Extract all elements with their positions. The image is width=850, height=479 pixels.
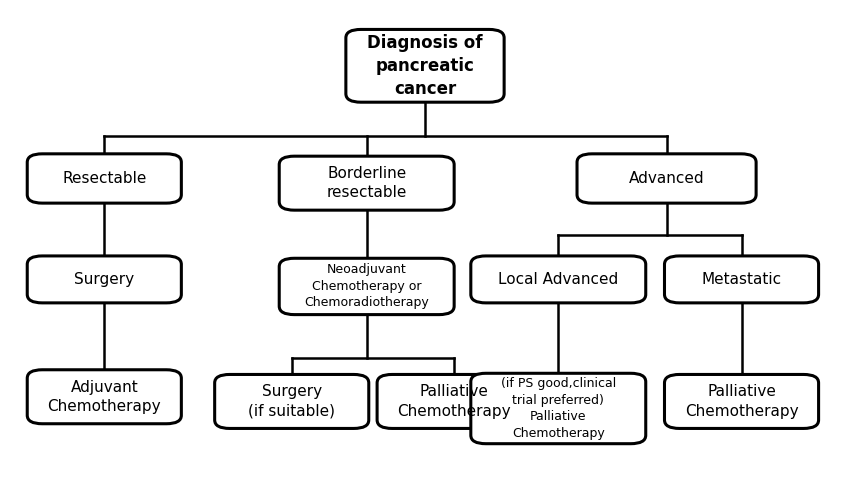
Text: Resectable: Resectable [62, 171, 146, 186]
Text: Surgery
(if suitable): Surgery (if suitable) [248, 384, 335, 419]
FancyBboxPatch shape [665, 375, 819, 428]
Text: Surgery: Surgery [74, 272, 134, 287]
Text: Advanced: Advanced [629, 171, 705, 186]
Text: Borderline
resectable: Borderline resectable [326, 166, 407, 200]
FancyBboxPatch shape [215, 375, 369, 428]
Text: (if PS good,clinical
trial preferred)
Palliative
Chemotherapy: (if PS good,clinical trial preferred) Pa… [501, 377, 616, 440]
FancyBboxPatch shape [346, 29, 504, 102]
FancyBboxPatch shape [471, 373, 646, 444]
Text: Diagnosis of
pancreatic
cancer: Diagnosis of pancreatic cancer [367, 34, 483, 98]
Text: Local Advanced: Local Advanced [498, 272, 619, 287]
FancyBboxPatch shape [471, 256, 646, 303]
FancyBboxPatch shape [27, 370, 181, 424]
Text: Neoadjuvant
Chemotherapy or
Chemoradiotherapy: Neoadjuvant Chemotherapy or Chemoradioth… [304, 263, 429, 309]
FancyBboxPatch shape [279, 156, 454, 210]
FancyBboxPatch shape [27, 256, 181, 303]
FancyBboxPatch shape [665, 256, 819, 303]
FancyBboxPatch shape [577, 154, 756, 203]
Text: Palliative
Chemotherapy: Palliative Chemotherapy [685, 384, 798, 419]
Text: Metastatic: Metastatic [701, 272, 782, 287]
FancyBboxPatch shape [377, 375, 531, 428]
Text: Palliative
Chemotherapy: Palliative Chemotherapy [397, 384, 511, 419]
FancyBboxPatch shape [27, 154, 181, 203]
FancyBboxPatch shape [279, 258, 454, 315]
Text: Adjuvant
Chemotherapy: Adjuvant Chemotherapy [48, 380, 162, 414]
